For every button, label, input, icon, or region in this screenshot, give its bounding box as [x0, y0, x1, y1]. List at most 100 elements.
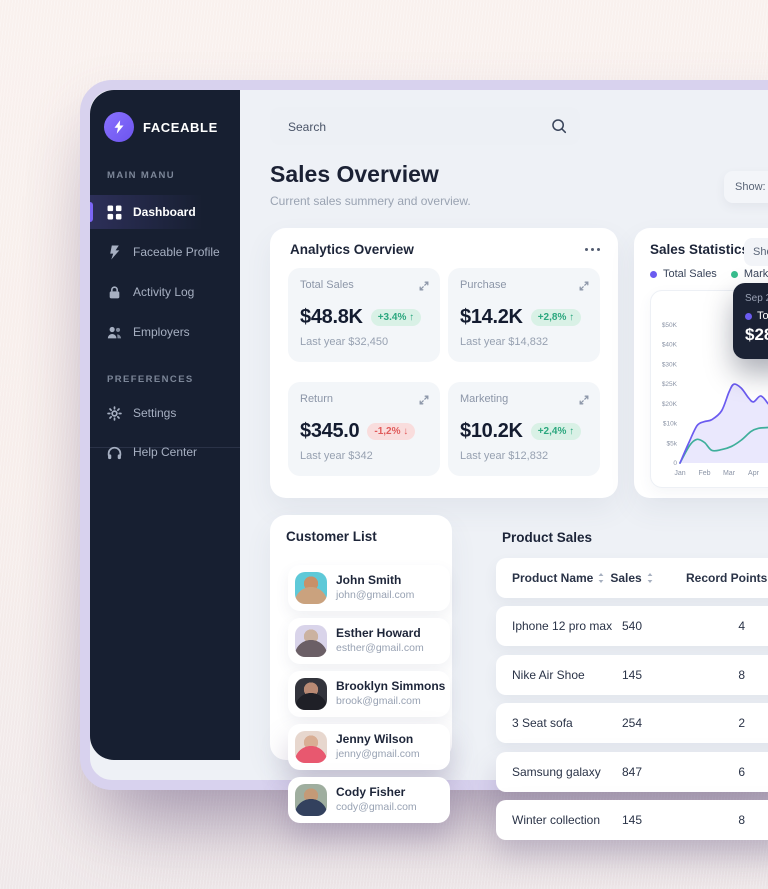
customer-name: Brooklyn Simmons [336, 679, 446, 693]
stat-label: Marketing [460, 393, 509, 405]
dashboard-grid-icon [107, 205, 122, 220]
stat-card-total-sales: Total Sales $48.8K +3.4% ↑ Last year $32,… [288, 268, 440, 362]
avatar [295, 678, 327, 710]
expand-icon[interactable] [578, 279, 590, 297]
sidebar-item-activity-log[interactable]: Activity Log [90, 275, 240, 309]
page-title: Sales Overview [270, 161, 439, 187]
svg-text:$40K: $40K [662, 342, 678, 349]
stat-value: $14.2K [460, 306, 523, 328]
sidebar-section-preferences: PREFERENCES [107, 374, 194, 385]
svg-text:$30K: $30K [662, 361, 678, 368]
sidebar-divider [90, 447, 240, 448]
svg-text:Apr: Apr [748, 470, 760, 477]
stat-footnote: Last year $14,832 [460, 336, 549, 348]
product-table-header: Product Name Sales Record Points [496, 558, 768, 598]
stat-value: $48.8K [300, 306, 363, 328]
svg-text:$20K: $20K [662, 401, 678, 408]
search-input[interactable] [286, 107, 540, 147]
show-filter-button[interactable]: Show: T [724, 171, 768, 203]
search-icon[interactable] [550, 117, 568, 140]
customer-row[interactable]: Jenny Wilson jenny@gmail.com [288, 724, 450, 770]
sidebar-item-label: Employers [133, 325, 190, 339]
column-header-record-points[interactable]: Record Points [686, 571, 768, 585]
sidebar-item-label: Dashboard [133, 205, 196, 219]
svg-text:$10k: $10k [663, 421, 678, 428]
page-subtitle: Current sales summery and overview. [270, 194, 471, 208]
legend-dot [650, 270, 657, 278]
tooltip-series: Total [757, 310, 768, 322]
column-header-sales[interactable]: Sales [608, 558, 656, 598]
expand-icon[interactable] [418, 393, 430, 411]
legend-item-total-sales: Total Sales [650, 268, 717, 280]
expand-icon[interactable] [578, 393, 590, 411]
stat-footnote: Last year $12,832 [460, 450, 549, 462]
lock-icon [107, 285, 122, 300]
sort-icon[interactable] [646, 572, 654, 584]
svg-text:$25K: $25K [662, 381, 678, 388]
sidebar-item-help-center[interactable]: Help Center [90, 435, 240, 469]
chart-show-filter-button[interactable]: Sho [744, 238, 768, 266]
table-row[interactable]: Winter collection 145 8 [496, 800, 768, 840]
table-row[interactable]: 3 Seat sofa 254 2 [496, 703, 768, 743]
faceable-bolt-icon [107, 245, 122, 260]
sidebar-item-faceable-profile[interactable]: Faceable Profile [90, 235, 240, 269]
svg-text:Jan: Jan [674, 470, 685, 477]
avatar [295, 731, 327, 763]
analytics-title: Analytics Overview [290, 242, 414, 257]
customer-row[interactable]: Esther Howard esther@gmail.com [288, 618, 450, 664]
svg-text:$5k: $5k [667, 440, 678, 447]
sidebar-section-main: MAIN MANU [107, 170, 176, 181]
headphones-icon [107, 445, 122, 460]
stat-card-marketing: Marketing $10.2K +2,4% ↑ Last year $12,83… [448, 382, 600, 476]
stat-grid: Total Sales $48.8K +3.4% ↑ Last year $32,… [288, 268, 600, 476]
stat-value: $10.2K [460, 420, 523, 442]
stat-label: Return [300, 393, 334, 405]
svg-text:$50K: $50K [662, 322, 678, 329]
stat-value: $345.0 [300, 420, 360, 442]
customer-email: john@gmail.com [336, 589, 415, 601]
customer-row[interactable]: Cody Fisher cody@gmail.com [288, 777, 450, 823]
customer-name: Cody Fisher [336, 785, 406, 799]
sidebar-item-settings[interactable]: Settings [90, 396, 240, 430]
customer-list-title: Customer List [286, 529, 377, 544]
column-header-product-name[interactable]: Product Name [512, 558, 605, 598]
customer-email: esther@gmail.com [336, 642, 424, 654]
product-sales-title: Product Sales [502, 530, 593, 545]
sidebar-item-label: Activity Log [133, 285, 195, 299]
chart-tooltip: Sep 20 Total $28 [733, 283, 768, 359]
expand-icon[interactable] [418, 279, 430, 297]
stat-footnote: Last year $342 [300, 450, 373, 462]
tooltip-value: $28 [745, 325, 768, 344]
customer-row[interactable]: John Smith john@gmail.com [288, 565, 450, 611]
trend-badge: +3.4% ↑ [370, 309, 422, 326]
sidebar-item-label: Faceable Profile [133, 245, 220, 259]
stat-card-purchase: Purchase $14.2K +2,8% ↑ Last year $14,832 [448, 268, 600, 362]
svg-text:Feb: Feb [698, 470, 710, 477]
table-row[interactable]: Iphone 12 pro max 540 4 [496, 606, 768, 646]
sales-statistics-title: Sales Statistics [650, 242, 750, 257]
legend-item-marketing: Marketing [730, 268, 768, 280]
stat-footnote: Last year $32,450 [300, 336, 389, 348]
search-bar[interactable] [270, 107, 580, 147]
table-row[interactable]: Samsung galaxy 847 6 [496, 752, 768, 792]
people-icon [107, 325, 122, 340]
customer-email: brook@gmail.com [336, 695, 421, 707]
customer-name: Esther Howard [336, 626, 421, 640]
stat-card-return: Return $345.0 -1,2% ↓ Last year $342 [288, 382, 440, 476]
avatar [295, 625, 327, 657]
sidebar-item-dashboard[interactable]: Dashboard [90, 195, 240, 229]
sidebar: FACEABLE MAIN MANU Dashboard Faceable Pr… [90, 90, 240, 760]
sort-icon[interactable] [597, 572, 605, 584]
customer-row[interactable]: Brooklyn Simmons brook@gmail.com [288, 671, 450, 717]
customer-name: Jenny Wilson [336, 732, 414, 746]
customer-email: jenny@gmail.com [336, 748, 420, 760]
table-row[interactable]: Nike Air Shoe 145 8 [496, 655, 768, 695]
avatar [295, 572, 327, 604]
sidebar-item-employers[interactable]: Employers [90, 315, 240, 349]
svg-text:0: 0 [673, 460, 677, 467]
sales-statistics-card: Sales Statistics Sho Total Sales Marketi… [634, 228, 768, 498]
analytics-overview-card: Analytics Overview Total Sales $48.8K +3.… [270, 228, 618, 498]
more-options-icon[interactable] [585, 248, 600, 251]
faceable-logo-icon [104, 112, 134, 142]
